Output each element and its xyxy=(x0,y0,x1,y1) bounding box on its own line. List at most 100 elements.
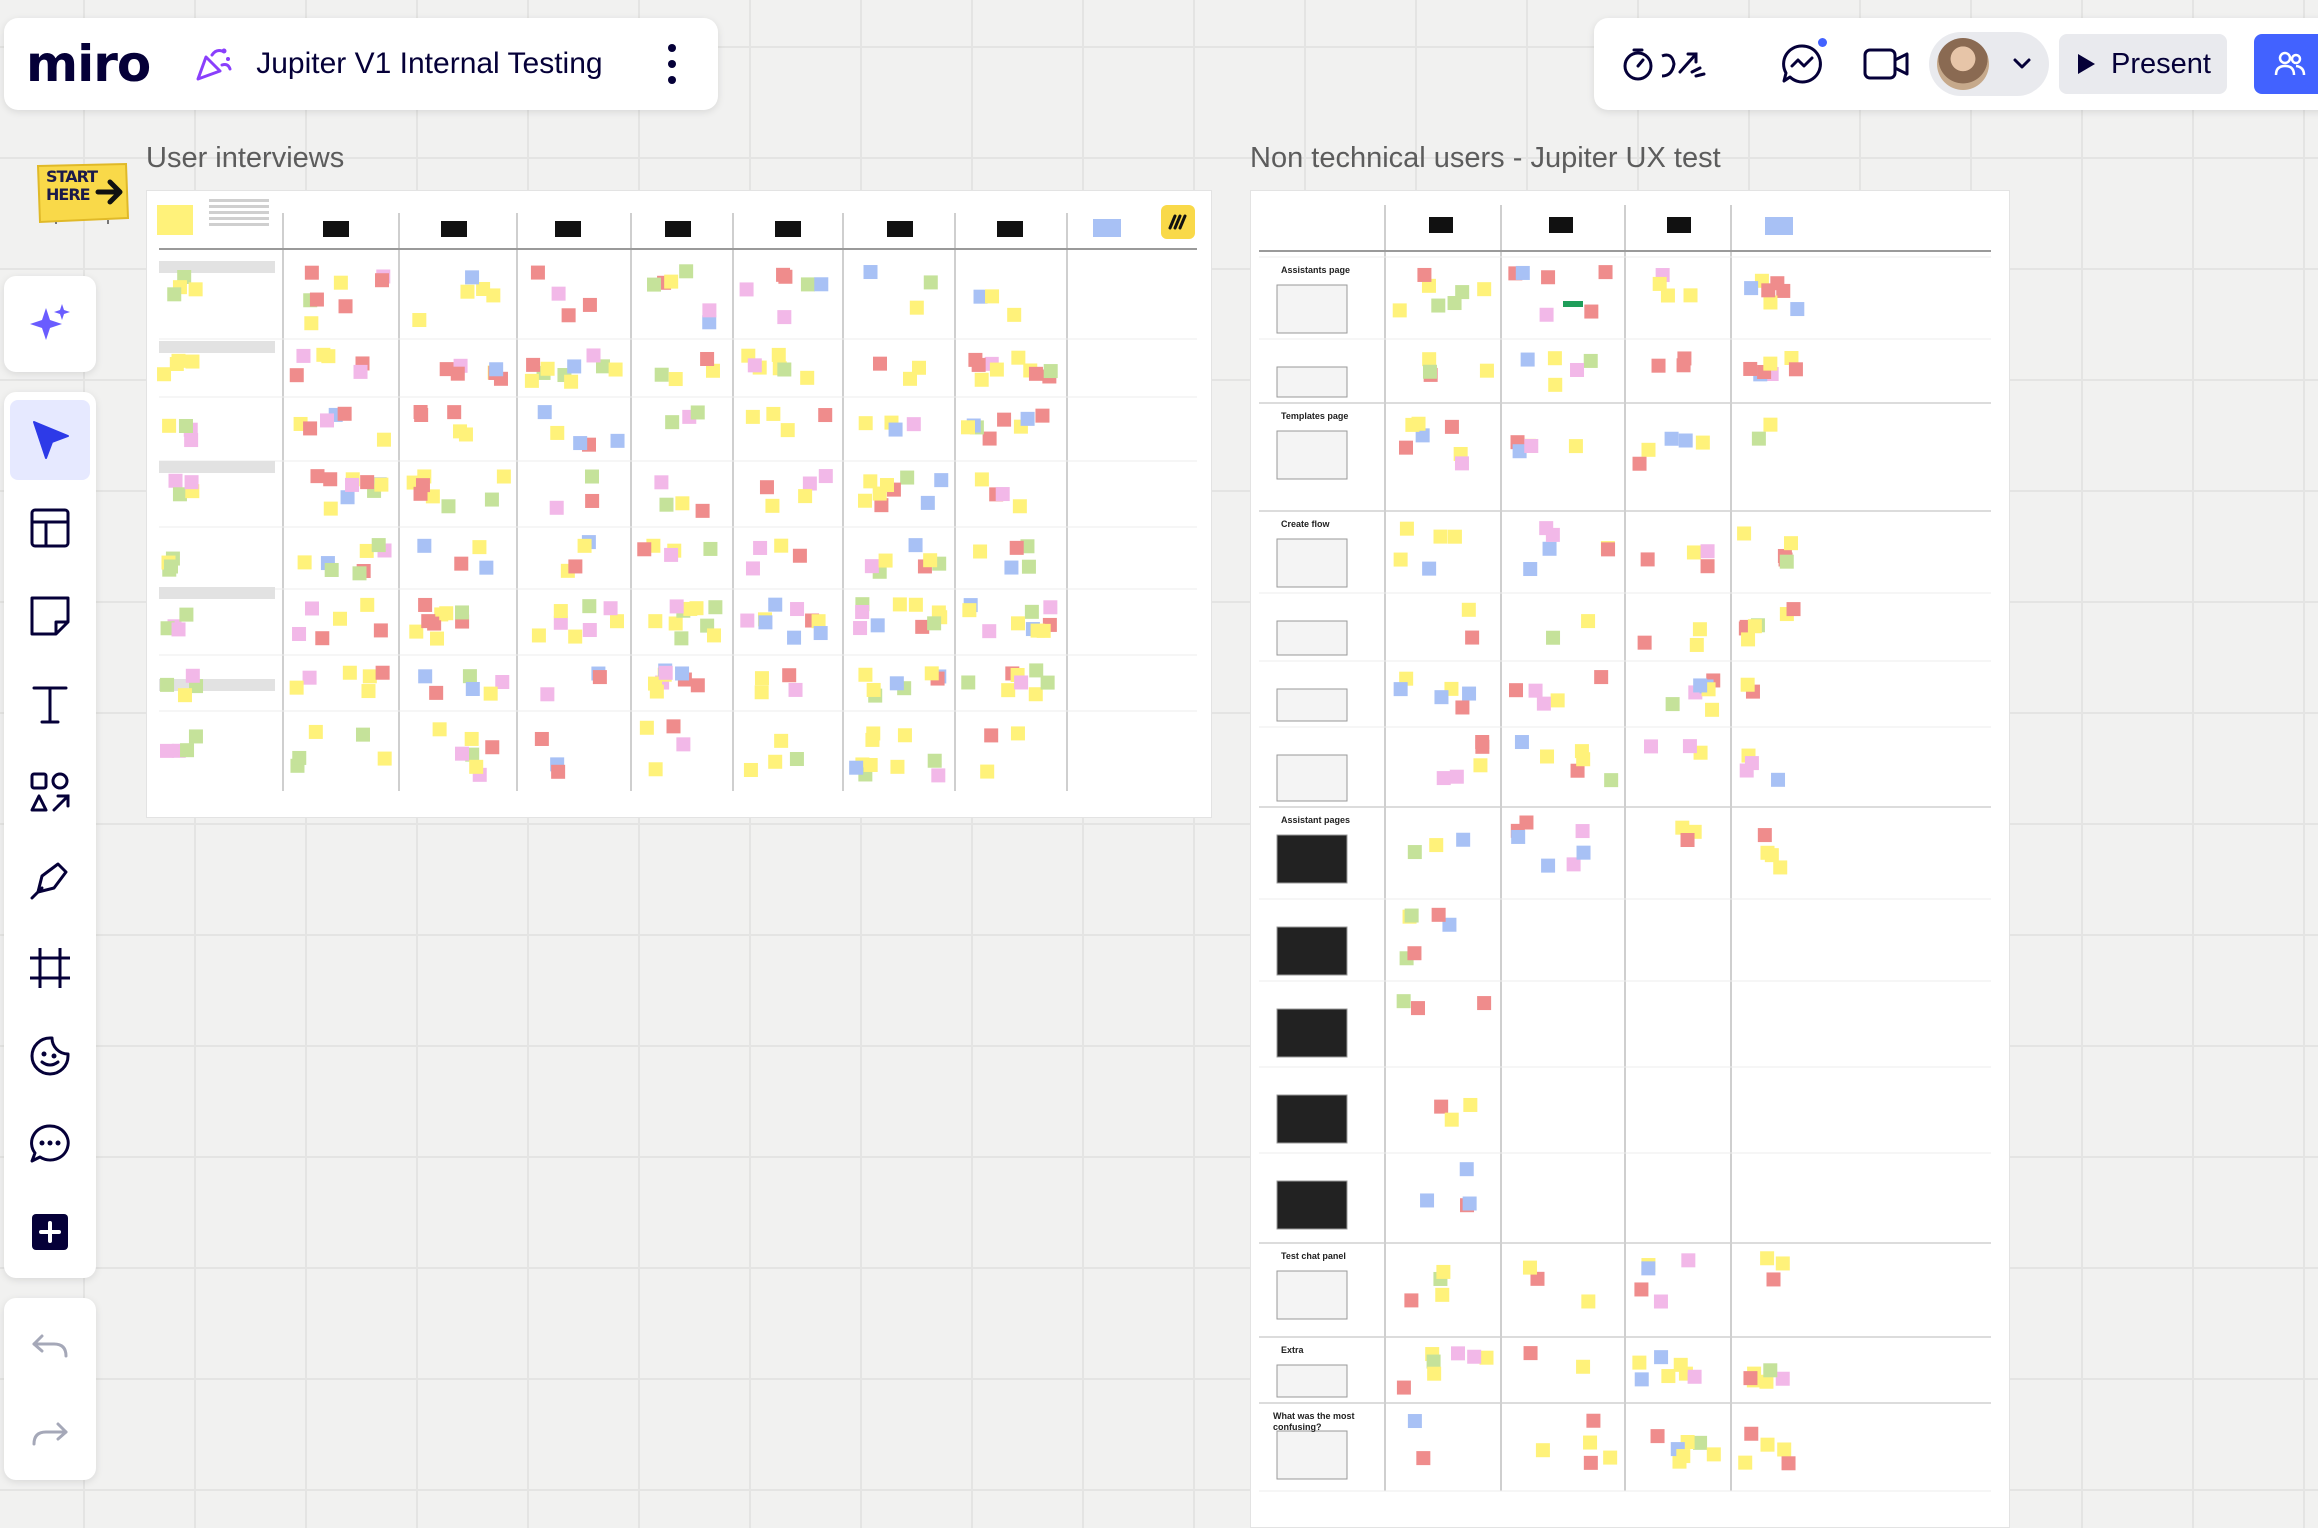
sticky-note xyxy=(610,433,625,448)
screenshot-thumbnail xyxy=(1276,430,1348,480)
sticky-note xyxy=(585,493,600,508)
sticky-note xyxy=(1763,295,1778,310)
sticky-note xyxy=(1467,1349,1482,1364)
sticky-note xyxy=(1583,1435,1598,1450)
video-call-button[interactable] xyxy=(1856,34,1916,94)
sticky-note xyxy=(1396,994,1411,1009)
sticky-note xyxy=(758,615,773,630)
sticky-note xyxy=(1741,632,1756,647)
select-tool[interactable] xyxy=(10,400,90,480)
frame-tool[interactable] xyxy=(10,928,90,1008)
comment-tool[interactable] xyxy=(10,1104,90,1184)
more-apps-button[interactable] xyxy=(10,1192,90,1272)
sticky-note xyxy=(1760,1251,1775,1266)
sticky-note xyxy=(1634,1372,1649,1387)
sticky-note xyxy=(903,371,918,386)
user-menu[interactable] xyxy=(1929,32,2049,96)
sticky-note xyxy=(1676,358,1691,373)
sticky-note xyxy=(1570,362,1585,377)
sticky-note xyxy=(1653,1294,1668,1309)
sticky-note xyxy=(180,743,195,758)
pen-tool[interactable] xyxy=(10,840,90,920)
sticky-note xyxy=(1546,630,1561,645)
sticky-note xyxy=(1744,281,1759,296)
section-label: Assistant pages xyxy=(1281,815,1351,825)
sticky-note xyxy=(1775,1256,1790,1271)
sticky-note xyxy=(1603,1450,1618,1465)
sticky-note xyxy=(1422,352,1437,367)
miro-logo[interactable]: miro xyxy=(26,35,151,93)
user-interviews-frame[interactable] xyxy=(146,190,1212,818)
sticky-note xyxy=(909,300,924,315)
frame-title-ux-test[interactable]: Non technical users - Jupiter UX test xyxy=(1250,142,1721,174)
ai-assist-button[interactable] xyxy=(10,284,90,364)
sticky-note xyxy=(1459,1162,1474,1177)
sticky-note xyxy=(674,631,689,646)
reactions-button[interactable] xyxy=(1622,34,1712,94)
sticky-note xyxy=(1407,845,1422,860)
sticky-note xyxy=(973,544,988,559)
sticky-note xyxy=(1043,600,1058,615)
share-button[interactable] xyxy=(2254,34,2318,94)
sticky-note xyxy=(1416,1451,1431,1466)
screenshot-thumbnail xyxy=(1276,1270,1348,1320)
sticky-note xyxy=(1584,304,1599,319)
sticky-note xyxy=(1575,824,1590,839)
sticky-note xyxy=(700,351,715,366)
board-title[interactable]: Jupiter V1 Internal Testing xyxy=(256,47,603,80)
templates-tool[interactable] xyxy=(10,488,90,568)
sticky-note xyxy=(551,764,566,779)
sticky-note xyxy=(1024,604,1039,619)
sticky-note xyxy=(1021,559,1036,574)
sticky-note xyxy=(289,368,304,383)
sticky-note xyxy=(1407,1414,1422,1429)
sticky-note xyxy=(553,604,568,619)
sticky-note xyxy=(568,559,583,574)
redo-button[interactable] xyxy=(10,1394,90,1474)
sticky-note xyxy=(1583,353,1598,368)
stickers-tool[interactable] xyxy=(10,1016,90,1096)
sticky-note xyxy=(412,313,427,328)
shapes-tool[interactable] xyxy=(10,752,90,832)
present-button[interactable]: Present xyxy=(2059,34,2227,94)
sticky-note xyxy=(573,436,588,451)
sticky-note xyxy=(1548,377,1563,392)
sticky-note xyxy=(1393,552,1408,567)
sticky-note xyxy=(1693,745,1708,760)
sticky-note xyxy=(338,299,353,314)
sticky-note xyxy=(1012,499,1027,514)
progress-tag xyxy=(1563,301,1583,307)
sticky-note xyxy=(432,722,447,737)
sticky-note xyxy=(1705,702,1720,717)
sticky-note xyxy=(708,600,723,615)
sticky-note xyxy=(531,628,546,643)
frame-title-user-interviews[interactable]: User interviews xyxy=(146,142,345,174)
comment-icon xyxy=(30,1124,70,1163)
sticky-note xyxy=(818,469,833,484)
sticky-note xyxy=(1399,440,1414,455)
sticky-note xyxy=(455,605,470,620)
pen-icon xyxy=(30,862,68,900)
miro-badge[interactable] xyxy=(1161,205,1195,239)
undo-button[interactable] xyxy=(10,1306,90,1386)
sticky-note-tool[interactable] xyxy=(10,576,90,656)
chat-button[interactable] xyxy=(1772,34,1832,94)
sticky-note xyxy=(1523,1346,1538,1361)
sticky-note xyxy=(1777,1442,1792,1457)
screenshot-thumbnail xyxy=(1276,754,1348,802)
sticky-note xyxy=(553,615,568,630)
sticky-note xyxy=(1399,521,1414,536)
sticky-note xyxy=(373,623,388,638)
sticky-note xyxy=(316,347,331,362)
sticky-note xyxy=(1598,265,1613,280)
sticky-note xyxy=(705,363,720,378)
sticky-note xyxy=(780,423,795,438)
ux-test-frame[interactable]: Assistants page Templates page Create flow… xyxy=(1250,190,2010,1528)
text-tool[interactable] xyxy=(10,664,90,744)
sticky-note xyxy=(1632,456,1647,471)
board-menu-button[interactable] xyxy=(666,44,678,84)
legend-note xyxy=(157,205,193,235)
sticky-note xyxy=(1775,1371,1790,1386)
sticky-note xyxy=(353,364,368,379)
start-here-sticker[interactable]: START HERE xyxy=(36,162,130,228)
